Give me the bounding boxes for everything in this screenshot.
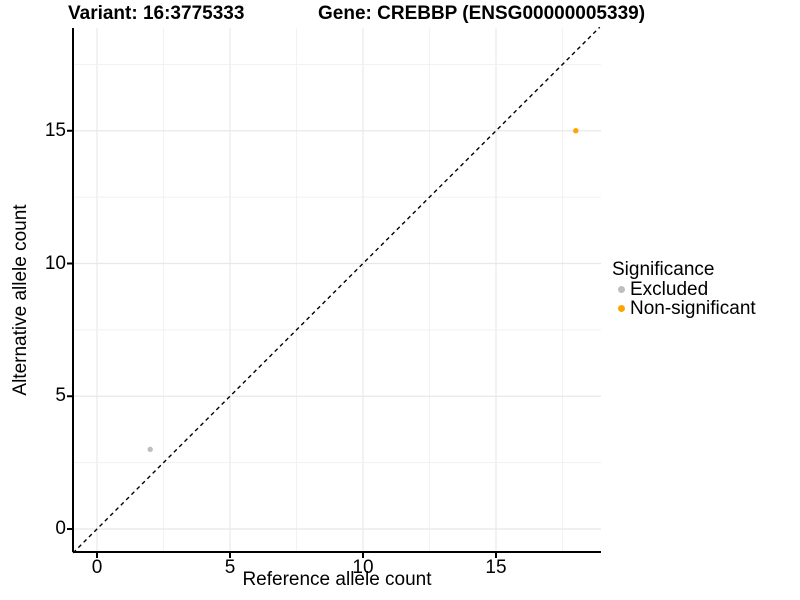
legend-title: Significance (612, 259, 715, 280)
data-point-excluded (147, 446, 153, 453)
x-tick-label: 0 (91, 557, 103, 578)
x-tick-label: 15 (485, 557, 507, 578)
y-axis-title: Alternative allele count (10, 204, 31, 396)
identity-line (72, 26, 601, 554)
y-tick-label: 10 (44, 252, 66, 274)
x-axis-title: Reference allele count (242, 569, 432, 590)
y-tick-label: 15 (44, 119, 66, 141)
plot-title-variant: Variant: 16:3775333 (68, 3, 245, 24)
legend-item-label: Non-significant (630, 298, 756, 319)
legend-items: Excluded Non-significant (612, 280, 756, 318)
x-tick-label: 5 (224, 557, 236, 578)
data-point-non-significant (573, 128, 579, 134)
legend-point-icon (618, 305, 625, 312)
y-tick-label: 5 (55, 385, 66, 407)
y-tick-label: 0 (55, 518, 66, 539)
legend-point-icon (618, 286, 625, 293)
legend-item-label: Excluded (630, 279, 709, 300)
legend-item-excluded: Excluded (612, 280, 756, 299)
legend: Significance Excluded Non-significant (612, 259, 756, 319)
plot-title-gene: Gene: CREBBP (ENSG00000005339) (318, 3, 646, 24)
legend-item-non-significant: Non-significant (612, 299, 756, 318)
x-tick-label: 10 (352, 557, 374, 578)
